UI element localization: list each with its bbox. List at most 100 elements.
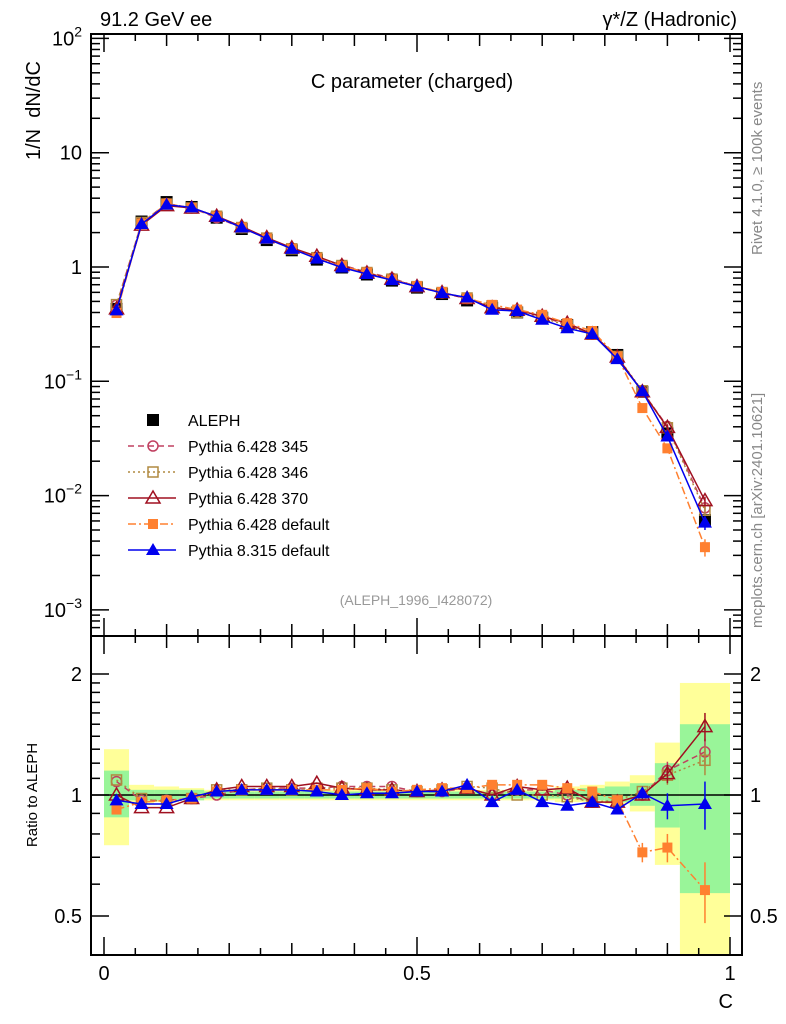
legend-entry: Pythia 6.428 default [128, 517, 330, 534]
series-point-main [660, 429, 675, 442]
series-point-ratio [585, 795, 600, 808]
legend-label: Pythia 8.315 default [188, 543, 330, 560]
rivet-version-label: Rivet 4.1.0, ≥ 100k events [749, 82, 766, 255]
series-point-main [259, 231, 274, 244]
series-point-ratio [460, 777, 475, 790]
legend-marker [146, 543, 160, 555]
x-axis-label: C [719, 991, 733, 1013]
series-point-main [662, 443, 673, 454]
series-point-main [184, 200, 199, 213]
series-point-ratio [699, 885, 710, 896]
series-point-ratio [660, 798, 675, 811]
y-tick-label: 10−3 [44, 595, 82, 622]
series-point-ratio [109, 793, 124, 806]
energy-label: 91.2 GeV ee [100, 9, 212, 31]
ratio-y-tick-label-right: 0.5 [750, 906, 778, 928]
series-point-ratio [134, 796, 149, 809]
series-point-main [410, 279, 424, 292]
legend: ALEPH Pythia 6.428 345 Pythia 6.428 346 Pyt… [128, 413, 330, 560]
series-point-main [637, 403, 648, 414]
ratio-y-tick-label-right: 2 [750, 664, 761, 686]
legend-marker [147, 440, 159, 452]
ratio-uncertainty-bands [104, 682, 730, 955]
legend-marker [144, 489, 162, 504]
series-point-main [284, 241, 299, 254]
legend-label: ALEPH [188, 413, 240, 430]
series-point-ratio [184, 789, 199, 802]
series-point-main [209, 209, 224, 222]
series-point-main [560, 321, 575, 334]
series-point-main [309, 251, 324, 264]
series-point-ratio [334, 788, 349, 800]
series-point-ratio [410, 784, 424, 797]
y-tick-label: 10 [60, 143, 82, 165]
series-point-ratio [637, 847, 648, 858]
y-tick-label: 10−1 [44, 366, 82, 393]
series-point-main [635, 384, 650, 397]
series-point-ratio [309, 784, 324, 797]
series-point-main [134, 217, 149, 230]
legend-label: Pythia 6.428 default [188, 517, 330, 534]
series-point-ratio [696, 718, 714, 733]
series-point-main [696, 492, 714, 507]
series-point-main [697, 515, 712, 528]
series-point-main [384, 273, 399, 286]
x-tick-label: 1 [724, 963, 735, 985]
series-point-ratio [159, 796, 174, 809]
series-point-main [535, 312, 550, 325]
series-point-ratio [535, 795, 550, 808]
y-tick-label: 102 [52, 23, 82, 50]
series-point-main [585, 327, 600, 340]
series-point-ratio [487, 779, 498, 790]
legend-entry: ALEPH [147, 413, 240, 430]
series-point-ratio [635, 786, 650, 799]
series-point-main [435, 286, 450, 299]
series-point-ratio [111, 804, 122, 815]
series-point-ratio [485, 795, 500, 808]
series-point-main [159, 197, 174, 210]
ratio-y-tick-label-left: 1 [71, 785, 82, 807]
series-point-ratio [699, 754, 711, 767]
plot-title: C parameter (charged) [311, 71, 513, 93]
series-point-ratio [259, 782, 274, 795]
series-point-ratio [587, 786, 598, 797]
series-point-ratio [659, 765, 676, 780]
legend-label: Pythia 6.428 345 [188, 439, 308, 456]
series-point-ratio [560, 798, 575, 811]
series-point-ratio [612, 795, 623, 806]
legend-marker [148, 519, 158, 529]
series-point-ratio [537, 779, 548, 790]
legend-entry: Pythia 6.428 370 [128, 489, 308, 508]
series-point-main [334, 260, 349, 273]
series-point-main [485, 302, 500, 315]
series-point-ratio [510, 782, 525, 795]
legend-entry: Pythia 6.428 345 [128, 439, 308, 456]
series-point-ratio [234, 782, 249, 795]
x-tick-label: 0.5 [403, 963, 431, 985]
series-point-ratio [209, 784, 224, 797]
y-tick-label: 1 [71, 257, 82, 279]
analysis-id: (ALEPH_1996_I428072) [340, 592, 493, 608]
ratio-y-tick-label-left: 2 [71, 664, 82, 686]
chart-marks [91, 196, 742, 924]
series-point-main [234, 220, 249, 233]
series-point-main [109, 303, 124, 316]
main-y-label: 1/N dN/dC [23, 61, 45, 160]
series-point-main [699, 542, 710, 553]
series-point-ratio [110, 774, 123, 786]
mcplots-reference-label: mcplots.cern.ch [arXiv:2401.10621] [749, 393, 766, 628]
series-point-main [610, 352, 625, 365]
axis-ticks: 0 0.5 1 102 10 1 10−1 10−2 10−3 0.5 0.5 1 1 2 2 [44, 23, 778, 985]
series-point-main [510, 304, 525, 317]
y-tick-label: 10−2 [44, 481, 82, 508]
series-point-ratio [697, 796, 712, 809]
legend-label: Pythia 6.428 370 [188, 491, 308, 508]
x-tick-label: 0 [98, 963, 109, 985]
series-point-ratio [562, 783, 573, 794]
legend-label: Pythia 6.428 346 [188, 465, 308, 482]
process-label: γ*/Z (Hadronic) [603, 9, 737, 31]
legend-entry: Pythia 8.315 default [128, 543, 330, 560]
inner-uncertainty-band [554, 789, 580, 799]
series-point-ratio [284, 782, 299, 795]
